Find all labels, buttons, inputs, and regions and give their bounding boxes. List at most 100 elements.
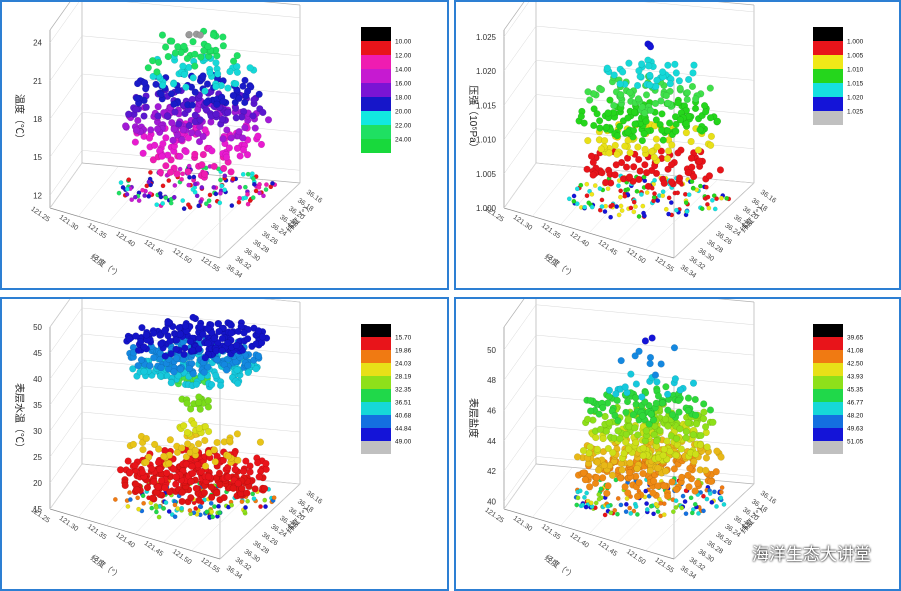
data-point bbox=[137, 356, 145, 364]
data-point bbox=[598, 169, 606, 177]
data-point bbox=[243, 151, 252, 159]
floor-grid-lon-5 bbox=[645, 480, 718, 551]
data-point bbox=[225, 436, 234, 445]
data-point bbox=[699, 206, 705, 212]
data-point bbox=[188, 101, 196, 109]
data-point bbox=[623, 397, 632, 406]
data-point bbox=[169, 465, 178, 473]
data-point bbox=[258, 504, 263, 509]
data-point bbox=[204, 509, 210, 515]
data-point bbox=[634, 143, 642, 151]
data-point bbox=[712, 468, 720, 476]
data-point bbox=[628, 511, 634, 516]
legend-label: 32.35 bbox=[395, 387, 412, 394]
data-point bbox=[612, 508, 618, 513]
data-point bbox=[635, 479, 643, 487]
data-point bbox=[195, 424, 203, 432]
data-point bbox=[605, 386, 613, 394]
data-point bbox=[160, 183, 166, 189]
legend-swatch bbox=[361, 376, 391, 389]
data-point bbox=[259, 108, 267, 116]
data-point bbox=[660, 179, 668, 187]
data-point bbox=[586, 483, 594, 491]
legend-swatch bbox=[361, 415, 391, 428]
data-point bbox=[166, 436, 174, 444]
lon-tick-label: 121.45 bbox=[597, 540, 619, 558]
legend-swatch bbox=[813, 324, 843, 337]
data-point bbox=[224, 473, 232, 481]
data-point bbox=[172, 183, 178, 188]
data-point bbox=[608, 510, 614, 516]
data-point bbox=[176, 152, 184, 160]
legend-swatch bbox=[813, 350, 843, 363]
legend-swatch bbox=[361, 97, 391, 111]
data-point bbox=[647, 106, 655, 114]
data-point bbox=[131, 138, 139, 146]
data-point bbox=[187, 494, 195, 502]
data-point bbox=[201, 126, 209, 134]
data-point bbox=[229, 502, 234, 508]
data-point bbox=[659, 136, 667, 144]
data-point bbox=[589, 204, 595, 210]
data-point bbox=[197, 468, 205, 476]
data-point bbox=[206, 69, 214, 77]
data-point bbox=[623, 501, 629, 507]
data-point bbox=[232, 80, 240, 88]
lon-tick-label: 121.40 bbox=[114, 532, 136, 550]
grid-back-3 bbox=[535, 365, 755, 386]
data-point bbox=[231, 465, 239, 473]
data-point bbox=[261, 484, 269, 493]
top-edge-left bbox=[49, 2, 71, 31]
data-point bbox=[592, 183, 598, 188]
chart-panel-pressure: 1.000 1.005 1.010 1.015 1.020 1.025 121.25 121.… bbox=[454, 0, 901, 290]
data-point bbox=[252, 365, 260, 373]
data-point bbox=[631, 199, 637, 205]
grid-back-5 bbox=[643, 2, 755, 13]
data-point bbox=[652, 135, 660, 143]
data-point bbox=[668, 200, 674, 205]
data-point bbox=[668, 478, 676, 486]
floor-grid-lon-1 bbox=[532, 166, 573, 217]
data-point bbox=[201, 87, 209, 95]
z-tick-label: 45 bbox=[33, 349, 42, 358]
data-point bbox=[588, 500, 594, 506]
data-point bbox=[191, 88, 199, 96]
data-point bbox=[198, 199, 204, 204]
data-point bbox=[684, 407, 692, 415]
data-point bbox=[157, 340, 165, 348]
data-point bbox=[195, 345, 203, 353]
data-point bbox=[140, 112, 148, 120]
data-point bbox=[255, 90, 263, 98]
data-point bbox=[704, 496, 710, 502]
data-point bbox=[172, 514, 178, 520]
data-point bbox=[153, 505, 159, 510]
data-point bbox=[212, 110, 220, 118]
data-point bbox=[138, 468, 146, 476]
data-point bbox=[624, 489, 632, 497]
data-point bbox=[707, 141, 715, 149]
data-point bbox=[136, 506, 141, 512]
data-point bbox=[224, 464, 232, 472]
data-point bbox=[638, 412, 647, 420]
data-point bbox=[674, 99, 682, 107]
data-point bbox=[210, 162, 218, 170]
data-point bbox=[678, 473, 686, 481]
data-point bbox=[214, 320, 223, 328]
grid-back-3 bbox=[81, 35, 301, 57]
lon-axis-label: 经度（°） bbox=[543, 552, 578, 580]
data-point bbox=[151, 141, 159, 149]
data-point bbox=[220, 494, 228, 502]
data-point bbox=[142, 85, 150, 93]
data-point bbox=[580, 502, 586, 508]
data-point bbox=[631, 209, 637, 215]
data-point bbox=[634, 189, 640, 194]
data-point bbox=[159, 81, 167, 89]
data-point bbox=[157, 90, 165, 98]
legend-swatch bbox=[361, 428, 391, 441]
data-point bbox=[700, 408, 708, 416]
data-point bbox=[584, 415, 592, 423]
data-point bbox=[586, 397, 594, 405]
data-point bbox=[628, 205, 634, 211]
data-point bbox=[648, 334, 656, 342]
data-point bbox=[251, 124, 259, 132]
